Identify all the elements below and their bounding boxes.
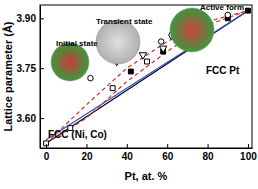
x-tick-label: 20 — [81, 151, 93, 162]
x-tick: 40 — [122, 144, 134, 162]
marker — [145, 59, 150, 64]
marker — [246, 8, 251, 13]
x-tick-label: 40 — [122, 151, 134, 162]
x-tick-label: 0 — [44, 151, 50, 162]
inset-image — [96, 20, 140, 64]
series-line — [46, 11, 248, 144]
x-tick-mark — [46, 144, 47, 148]
series-line — [46, 11, 248, 144]
x-tick: 80 — [203, 144, 215, 162]
y-tick-mark — [40, 68, 44, 69]
y-tick-mark — [40, 118, 44, 119]
x-tick-mark — [127, 144, 128, 148]
x-axis-title: Pt, at. % — [125, 170, 168, 182]
marker — [88, 75, 94, 81]
marker — [158, 39, 164, 45]
marker — [159, 46, 166, 52]
marker — [110, 86, 115, 91]
x-tick: 60 — [162, 144, 174, 162]
y-tick-label: 3.75 — [17, 63, 37, 74]
inset-image — [170, 8, 214, 52]
plot-area — [44, 8, 251, 146]
series-line — [46, 11, 248, 144]
x-tick-label: 80 — [203, 151, 215, 162]
x-tick-mark — [208, 144, 209, 148]
x-tick: 20 — [81, 144, 93, 162]
inset-image — [51, 43, 89, 81]
x-tick-mark — [248, 144, 249, 148]
y-tick-mark — [40, 18, 44, 19]
annotation: Initial state — [56, 39, 98, 48]
x-tick-label: 60 — [162, 151, 174, 162]
y-axis-line — [40, 6, 41, 149]
y-tick-label: 3.60 — [17, 113, 37, 124]
x-tick: 100 — [240, 144, 257, 162]
x-tick-label: 100 — [240, 151, 257, 162]
annotation: Active form — [200, 3, 244, 12]
x-tick: 0 — [44, 144, 50, 162]
annotation: Transient state — [96, 17, 153, 26]
annotation: FCC Pt — [206, 65, 240, 76]
marker — [128, 69, 133, 74]
x-axis-line — [41, 148, 253, 149]
y-tick-label: 3.90 — [17, 13, 37, 24]
y-axis-title: Lattice parameter (Å) — [2, 21, 14, 131]
x-tick-mark — [167, 144, 168, 148]
x-tick-mark — [86, 144, 87, 148]
x-axis: 0 20 40 60 80 100 — [41, 144, 258, 162]
series-line — [46, 11, 248, 140]
plot-frame — [40, 5, 252, 148]
chart: 0 20 40 60 80 100 3.60 3.75 3.90 Pt, at. % Lattice… — [0, 0, 258, 189]
marker — [225, 12, 231, 18]
y-tick: 3.60 — [17, 113, 44, 124]
annotation: FCC (Ni, Co) — [48, 129, 107, 140]
y-axis: 3.60 3.75 3.90 — [17, 6, 44, 149]
y-tick: 3.75 — [17, 63, 44, 74]
y-tick: 3.90 — [17, 13, 44, 24]
marker — [139, 53, 146, 59]
